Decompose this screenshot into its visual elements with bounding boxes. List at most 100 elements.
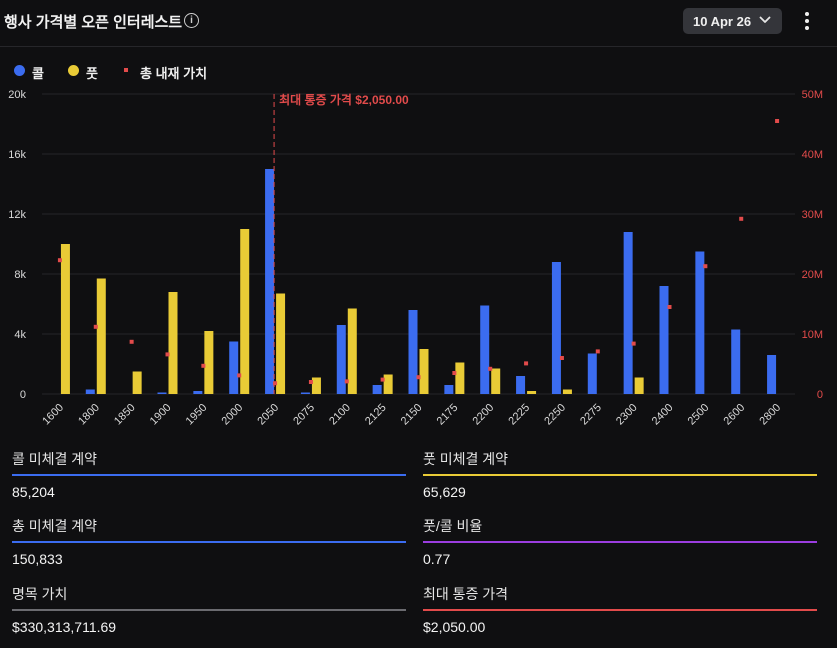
intrinsic-point: [559, 356, 564, 360]
y-tick-label-left: 12k: [8, 209, 26, 221]
expiry-date-label: 10 Apr 26: [693, 14, 752, 29]
total-oi-stat: 총 미체결 계약 150,833: [12, 516, 406, 580]
intrinsic-point: [201, 363, 206, 368]
put-bar: [132, 371, 142, 394]
y-tick-label-right: 0: [817, 389, 823, 401]
total-oi-divider: [12, 541, 406, 543]
intrinsic-point: [308, 380, 313, 384]
put-bar: [204, 331, 214, 394]
put-swatch-icon: [68, 65, 79, 76]
call-oi-value: 85,204: [12, 484, 55, 500]
call-bar: [372, 385, 382, 394]
intrinsic-point: [488, 366, 493, 371]
put-oi-value: 65,629: [423, 484, 466, 500]
x-tick-label: 2400: [650, 402, 676, 428]
more-vertical-icon[interactable]: [801, 10, 813, 32]
intrinsic-point: [57, 258, 62, 263]
put-bar: [491, 368, 501, 394]
put-bar: [527, 391, 537, 394]
call-bar: [551, 262, 561, 394]
notional-value: $330,313,711.69: [12, 619, 117, 635]
call-bar: [731, 329, 741, 394]
put-bar: [383, 374, 393, 394]
legend-put-label: 풋: [86, 66, 98, 81]
intrinsic-point: [416, 375, 421, 380]
ratio-label: 풋/콜 비율: [423, 518, 483, 534]
put-oi-label: 풋 미체결 계약: [423, 451, 509, 467]
intrinsic-point: [703, 264, 708, 269]
y-tick-label-right: 40M: [802, 149, 823, 161]
put-bar: [240, 229, 250, 394]
x-tick-label: 1900: [148, 402, 174, 428]
call-bar: [767, 355, 777, 394]
maxpain-divider: [423, 609, 817, 611]
call-bar: [157, 392, 167, 394]
intrinsic-point: [129, 339, 134, 344]
intrinsic-point: [165, 352, 170, 357]
notional-divider: [12, 609, 406, 611]
intrinsic-point: [775, 119, 780, 123]
x-tick-label: 1800: [76, 402, 102, 428]
y-tick-label-left: 20k: [8, 89, 26, 101]
x-tick-label: 2125: [363, 402, 389, 428]
intrinsic-point: [344, 379, 349, 384]
put-bar: [562, 389, 572, 394]
y-tick-label-left: 16k: [8, 149, 26, 161]
x-tick-label: 2275: [578, 402, 604, 428]
call-bar: [229, 341, 239, 394]
ratio-value: 0.77: [423, 551, 451, 567]
y-tick-label-left: 4k: [14, 329, 26, 341]
y-tick-label-right: 50M: [802, 89, 823, 101]
intrinsic-point: [380, 377, 385, 382]
x-tick-label: 2225: [506, 402, 532, 428]
put-bar: [634, 377, 644, 394]
x-tick-label: 2250: [542, 402, 568, 428]
y-tick-label-left: 0: [20, 389, 26, 401]
info-icon[interactable]: i: [184, 13, 199, 28]
call-oi-label: 콜 미체결 계약: [12, 451, 98, 467]
call-oi-divider: [12, 474, 406, 476]
intrinsic-point: [237, 373, 242, 378]
x-tick-label: 2200: [471, 402, 497, 428]
intrinsic-point: [739, 216, 744, 221]
put-oi-divider: [423, 474, 817, 476]
open-interest-chart: 0 0 4k 10M 8k 20M 12k 30M 16k 40M 20k 50M 1600 1800 18…: [8, 89, 823, 428]
put-bar: [168, 292, 178, 394]
total-oi-label: 총 미체결 계약: [12, 518, 98, 534]
call-bar: [623, 232, 633, 394]
call-oi-stat: 콜 미체결 계약 85,204: [12, 449, 406, 513]
notional-label: 명목 가치: [12, 586, 68, 602]
expiry-date-dropdown[interactable]: 10 Apr 26: [683, 8, 782, 34]
call-swatch-icon: [14, 65, 25, 76]
chart-header: 행사 가격별 오픈 인터레스트 i 10 Apr 26: [0, 0, 837, 47]
intrinsic-point: [631, 341, 636, 346]
x-tick-label: 1950: [184, 402, 210, 428]
legend-intrinsic-label: 총 내재 가치: [140, 66, 208, 81]
call-bar: [300, 392, 310, 394]
call-bar: [659, 286, 669, 394]
put-bar: [419, 349, 429, 394]
x-tick-label: 2300: [614, 402, 640, 428]
call-bar: [85, 389, 95, 394]
put-bar: [347, 308, 357, 394]
chart-title: 행사 가격별 오픈 인터레스트: [4, 14, 183, 31]
call-bar: [336, 325, 346, 394]
x-tick-label: 1600: [40, 402, 66, 428]
x-tick-label: 2500: [686, 402, 712, 428]
call-bar: [193, 391, 203, 394]
put-bar: [276, 293, 286, 394]
call-bar: [587, 353, 597, 394]
ratio-stat: 풋/콜 비율 0.77: [423, 516, 817, 580]
intrinsic-swatch-icon: [124, 68, 128, 72]
x-tick-label: 2000: [220, 402, 246, 428]
y-tick-label-right: 20M: [802, 269, 823, 281]
call-bar: [444, 385, 454, 394]
x-tick-label: 2075: [291, 402, 317, 428]
y-tick-label-right: 10M: [802, 329, 823, 341]
x-tick-label: 2150: [399, 402, 425, 428]
call-bar: [408, 310, 418, 394]
intrinsic-point: [452, 371, 457, 375]
y-tick-label-left: 8k: [14, 269, 26, 281]
intrinsic-point: [595, 349, 600, 354]
put-bar: [455, 362, 465, 394]
